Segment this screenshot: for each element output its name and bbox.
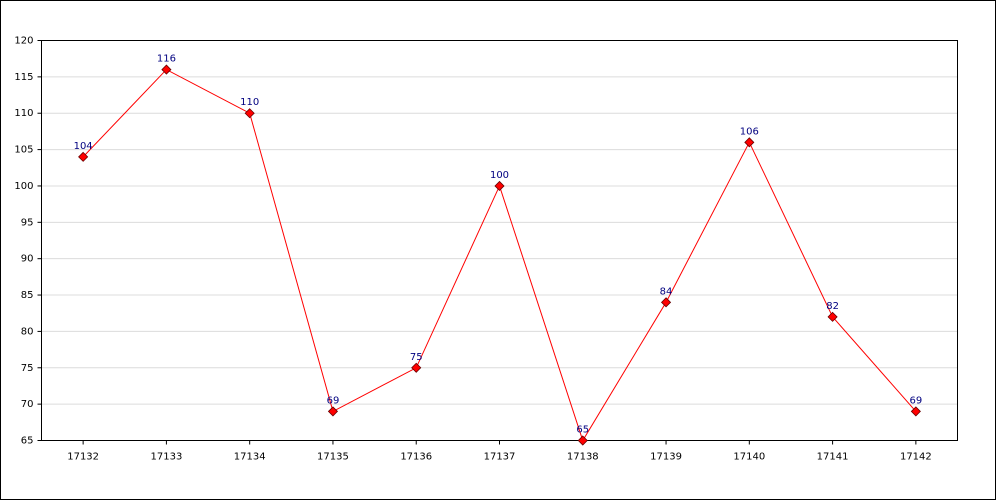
data-label: 75 xyxy=(410,352,423,363)
x-tick-label: 17142 xyxy=(900,452,932,463)
marker xyxy=(827,311,838,322)
x-tick-label: 17139 xyxy=(650,452,682,463)
x-tick-label: 17132 xyxy=(67,452,99,463)
y-tick-label: 110 xyxy=(14,108,33,119)
x-tick-label: 17141 xyxy=(817,452,849,463)
x-tick-label: 17136 xyxy=(400,452,432,463)
x-tick-label: 17140 xyxy=(733,452,765,463)
data-label: 65 xyxy=(576,425,589,436)
data-label: 116 xyxy=(157,54,176,65)
data-label: 100 xyxy=(490,170,509,181)
marker xyxy=(327,406,339,417)
marker xyxy=(244,108,255,119)
data-label: 104 xyxy=(74,141,93,152)
x-tick-label: 17133 xyxy=(151,452,183,463)
marker xyxy=(744,137,755,148)
x-tick-label: 17134 xyxy=(234,452,266,463)
y-tick-label: 100 xyxy=(14,181,33,192)
marker xyxy=(910,406,921,417)
marker xyxy=(161,64,172,75)
data-label: 110 xyxy=(240,97,259,108)
data-label: 106 xyxy=(740,126,759,137)
marker xyxy=(78,151,89,162)
data-label: 69 xyxy=(909,395,922,406)
data-label: 84 xyxy=(660,286,673,297)
x-tick-label: 17135 xyxy=(317,452,349,463)
marker xyxy=(577,435,588,446)
x-tick-label: 17138 xyxy=(567,452,599,463)
y-tick-label: 80 xyxy=(21,326,34,337)
y-tick-label: 70 xyxy=(21,399,34,410)
x-tick-label: 17137 xyxy=(484,452,516,463)
marker xyxy=(494,180,505,192)
y-tick-label: 120 xyxy=(14,36,33,47)
y-tick-label: 95 xyxy=(21,217,34,228)
marker xyxy=(411,362,422,373)
y-tick-label: 90 xyxy=(21,254,34,265)
y-tick-label: 115 xyxy=(14,72,33,83)
y-tick-label: 85 xyxy=(21,290,34,301)
y-tick-label: 65 xyxy=(21,436,34,447)
y-tick-label: 105 xyxy=(14,145,33,156)
y-tick-label: 75 xyxy=(21,363,34,374)
marker xyxy=(660,297,672,308)
data-label: 69 xyxy=(327,395,340,406)
data-label: 82 xyxy=(826,301,839,312)
